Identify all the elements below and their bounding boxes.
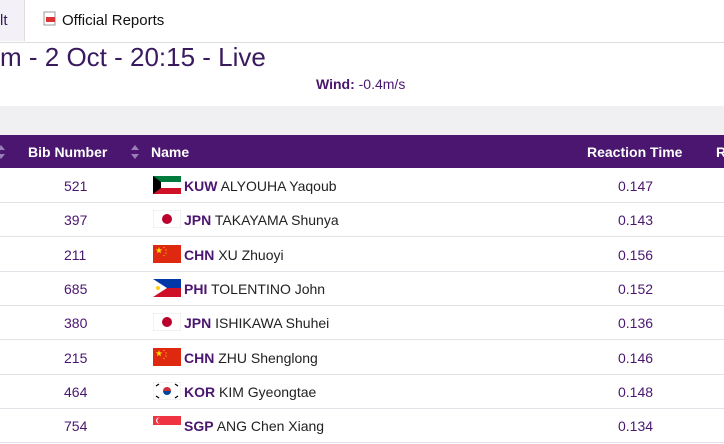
column-header[interactable]: Bib Number — [28, 144, 108, 160]
reaction-time: 0.134 — [618, 418, 654, 435]
column-header[interactable]: R — [716, 144, 724, 160]
bib-number: 215 — [64, 349, 88, 366]
bib-number: 380 — [64, 315, 88, 332]
country-code: KUW — [184, 178, 218, 194]
country-code: SGP — [184, 418, 214, 435]
athlete-name: ALYOUHA Yaqoub — [220, 178, 337, 194]
heading: m - 2 Oct - 20:15 - Live — [0, 42, 266, 72]
reaction-time: 0.147 — [618, 178, 654, 194]
bib-number: 211 — [64, 246, 87, 263]
flag — [153, 210, 181, 229]
athlete-name: XU Zhuoyi — [218, 246, 284, 263]
tab[interactable]: Official Reports — [62, 12, 165, 29]
country-code: KOR — [184, 383, 216, 400]
athlete-name: TAKAYAMA Shunya — [214, 212, 339, 229]
reaction-time: 0.143 — [618, 212, 654, 229]
column-header[interactable]: Name — [151, 144, 190, 160]
table-row: 380 JPN ISHIKAWA Shuhei 0.136 — [0, 305, 724, 341]
reaction-time: 0.152 — [618, 280, 654, 297]
athlete-name: ISHIKAWA Shuhei — [215, 315, 330, 332]
athlete[interactable]: SGP ANG Chen Xiang — [184, 418, 324, 434]
athlete-name: ANG Chen Xiang — [216, 418, 325, 435]
table-row: 215 CHN ZHU Shenglong 0.146 — [0, 340, 724, 375]
pdf-icon — [43, 11, 56, 26]
flag — [153, 347, 181, 366]
bib-number: 754 — [64, 418, 88, 435]
toolbar-band — [0, 106, 724, 135]
athlete[interactable]: PHI TOLENTINO John — [184, 281, 325, 297]
country-code: CHN — [184, 349, 215, 366]
athlete[interactable]: CHN ZHU Shenglong — [184, 350, 318, 366]
flag — [153, 244, 181, 263]
country-code: JPN — [184, 315, 212, 332]
sort-icon[interactable] — [0, 144, 6, 160]
column-header[interactable]: Reaction Time — [587, 144, 683, 160]
bib-number: 521 — [64, 178, 88, 194]
table-row: 754 SGP ANG Chen Xiang 0.134 — [0, 408, 724, 444]
athlete[interactable]: KOR KIM Gyeongtae — [184, 384, 316, 400]
table-row: 685 PHI TOLENTINO John 0.152 — [0, 271, 724, 306]
athlete[interactable]: CHN XU Zhuoyi — [184, 247, 284, 263]
athlete[interactable]: KUW ALYOUHA Yaqoub — [184, 178, 337, 194]
table-row: 464 KOR KIM Gyeongtae 0.148 — [0, 374, 724, 409]
flag — [153, 176, 181, 194]
table-row: 397 JPN TAKAYAMA Shunya 0.143 — [0, 202, 724, 238]
wind-value: -0.4m/s — [358, 76, 406, 92]
flag — [153, 313, 181, 332]
reaction-time: 0.136 — [618, 315, 654, 332]
country-code: CHN — [184, 246, 215, 263]
flag — [153, 381, 181, 400]
sort-icon[interactable] — [130, 144, 140, 160]
athlete[interactable]: JPN TAKAYAMA Shunya — [184, 212, 339, 228]
table-row: 211 CHN XU Zhuoyi 0.156 — [0, 237, 724, 272]
bib-number: 464 — [64, 383, 88, 400]
bib-number: 685 — [64, 280, 88, 297]
flag — [153, 416, 181, 435]
country-code: PHI — [184, 280, 208, 297]
reaction-time: 0.146 — [618, 349, 654, 366]
bib-number: 397 — [64, 212, 88, 229]
tab[interactable]: lt — [0, 0, 25, 41]
reaction-time: 0.156 — [618, 246, 654, 263]
athlete-name: ZHU Shenglong — [218, 349, 318, 366]
reaction-time: 0.148 — [618, 383, 654, 400]
tab-bar: lt Official Reports — [0, 0, 724, 43]
athlete-name: TOLENTINO John — [210, 280, 326, 297]
athlete-name: KIM Gyeongtae — [219, 383, 317, 400]
flag — [153, 278, 181, 297]
table-header: Bib Number Name Reaction Time R — [0, 135, 724, 168]
athlete[interactable]: JPN ISHIKAWA Shuhei — [184, 315, 329, 331]
table-row: 521 KUW ALYOUHA Yaqoub 0.147 — [0, 168, 724, 203]
wind: Wind: -0.4m/s — [316, 76, 405, 92]
country-code: JPN — [184, 212, 212, 229]
wind-label: Wind: — [316, 76, 355, 92]
